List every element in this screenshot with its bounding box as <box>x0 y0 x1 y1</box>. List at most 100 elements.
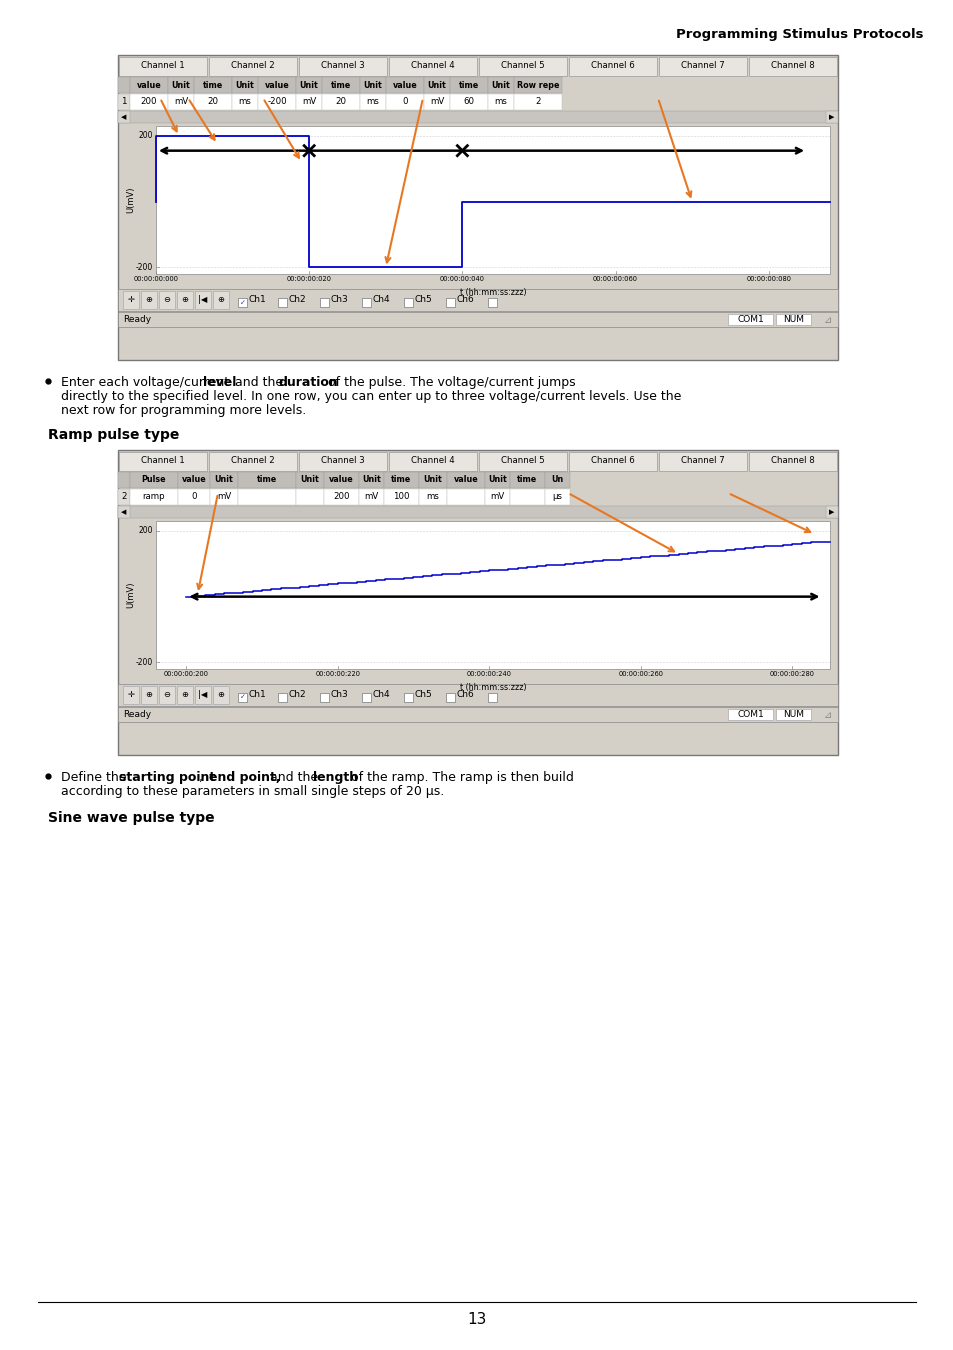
Bar <box>361 693 371 702</box>
Bar <box>130 77 168 93</box>
Text: ms: ms <box>366 97 379 107</box>
Text: time: time <box>517 475 537 485</box>
Bar <box>119 57 207 76</box>
Text: ⊖: ⊖ <box>163 690 171 699</box>
Bar <box>418 489 447 505</box>
Text: ⊿: ⊿ <box>823 710 831 720</box>
Text: ✓: ✓ <box>239 694 245 701</box>
Text: Ch6: Ch6 <box>456 690 475 699</box>
Bar <box>322 77 359 93</box>
Text: value: value <box>181 475 206 485</box>
Text: 00:00:00:080: 00:00:00:080 <box>745 275 790 282</box>
Bar <box>118 684 837 706</box>
Text: mV: mV <box>430 97 444 107</box>
Bar <box>168 95 193 109</box>
Text: μs: μs <box>552 493 562 501</box>
Bar <box>418 472 447 487</box>
Text: Channel 4: Channel 4 <box>411 62 455 70</box>
Bar <box>659 57 746 76</box>
Text: Ch1: Ch1 <box>249 296 267 305</box>
Bar <box>324 489 358 505</box>
Text: Unit: Unit <box>423 475 442 485</box>
Bar <box>257 77 295 93</box>
Text: Channel 3: Channel 3 <box>321 456 364 466</box>
Text: Channel 1: Channel 1 <box>141 456 185 466</box>
Bar <box>447 472 484 487</box>
Bar <box>177 686 193 703</box>
Text: Pulse: Pulse <box>142 475 166 485</box>
Text: 200: 200 <box>138 131 152 140</box>
Text: mV: mV <box>301 97 315 107</box>
Text: NUM: NUM <box>782 315 803 324</box>
Text: Channel 1: Channel 1 <box>141 62 185 70</box>
Bar <box>156 126 829 274</box>
Bar <box>159 292 174 309</box>
Text: COM1: COM1 <box>737 315 763 324</box>
Bar <box>659 452 746 471</box>
Text: Unit: Unit <box>427 81 446 89</box>
Text: Channel 7: Channel 7 <box>680 456 724 466</box>
Bar <box>775 709 810 720</box>
Text: |◀: |◀ <box>198 690 208 699</box>
Bar <box>748 57 836 76</box>
Bar <box>510 489 544 505</box>
Bar <box>484 489 510 505</box>
Bar <box>298 452 387 471</box>
Text: Channel 5: Channel 5 <box>500 456 544 466</box>
Bar <box>727 315 772 325</box>
Bar <box>118 111 837 123</box>
Bar <box>423 77 450 93</box>
Bar <box>825 506 837 518</box>
Bar <box>488 77 514 93</box>
Text: directly to the specified level. In one row, you can enter up to three voltage/c: directly to the specified level. In one … <box>61 390 680 404</box>
Text: ⊖: ⊖ <box>163 296 171 305</box>
Text: Programming Stimulus Protocols: Programming Stimulus Protocols <box>676 28 923 40</box>
Text: 0: 0 <box>402 97 407 107</box>
Text: ✛: ✛ <box>128 296 134 305</box>
Text: 00:00:00:280: 00:00:00:280 <box>769 671 814 676</box>
Text: 200: 200 <box>138 526 152 536</box>
Text: value: value <box>329 475 354 485</box>
Text: ⊕: ⊕ <box>146 296 152 305</box>
Bar <box>825 111 837 123</box>
Text: Ch5: Ch5 <box>415 296 433 305</box>
Text: -200: -200 <box>135 657 152 667</box>
Text: Ch3: Ch3 <box>331 296 349 305</box>
Bar <box>450 95 488 109</box>
Bar <box>319 298 329 306</box>
Bar <box>384 489 418 505</box>
Text: and the: and the <box>266 771 322 784</box>
Bar <box>118 289 837 310</box>
Bar <box>447 489 484 505</box>
Bar <box>322 95 359 109</box>
Text: ⊕: ⊕ <box>146 690 152 699</box>
Bar <box>446 693 455 702</box>
Bar <box>118 450 837 755</box>
Text: Channel 8: Channel 8 <box>770 62 814 70</box>
Bar <box>193 95 232 109</box>
Bar <box>389 452 476 471</box>
Text: Channel 7: Channel 7 <box>680 62 724 70</box>
Text: Unit: Unit <box>235 81 254 89</box>
Text: Enter each voltage/current: Enter each voltage/current <box>61 377 233 389</box>
Text: 2: 2 <box>535 97 540 107</box>
Text: Unit: Unit <box>214 475 233 485</box>
Text: mV: mV <box>216 493 231 501</box>
Bar <box>168 77 193 93</box>
Text: Unit: Unit <box>488 475 506 485</box>
Bar <box>389 57 476 76</box>
Bar <box>118 506 837 518</box>
Text: Ready: Ready <box>123 315 151 324</box>
Text: ✓: ✓ <box>239 300 245 305</box>
Text: ramp: ramp <box>143 493 165 501</box>
Bar <box>118 489 130 505</box>
Text: ◀: ◀ <box>121 509 127 514</box>
Text: of the pulse. The voltage/current jumps: of the pulse. The voltage/current jumps <box>324 377 575 389</box>
Bar <box>156 521 829 670</box>
Text: starting point: starting point <box>118 771 214 784</box>
Text: 00:00:00:060: 00:00:00:060 <box>593 275 638 282</box>
Text: 200: 200 <box>141 97 157 107</box>
Text: time: time <box>256 475 276 485</box>
Text: ▶: ▶ <box>828 113 834 120</box>
Bar <box>178 472 210 487</box>
